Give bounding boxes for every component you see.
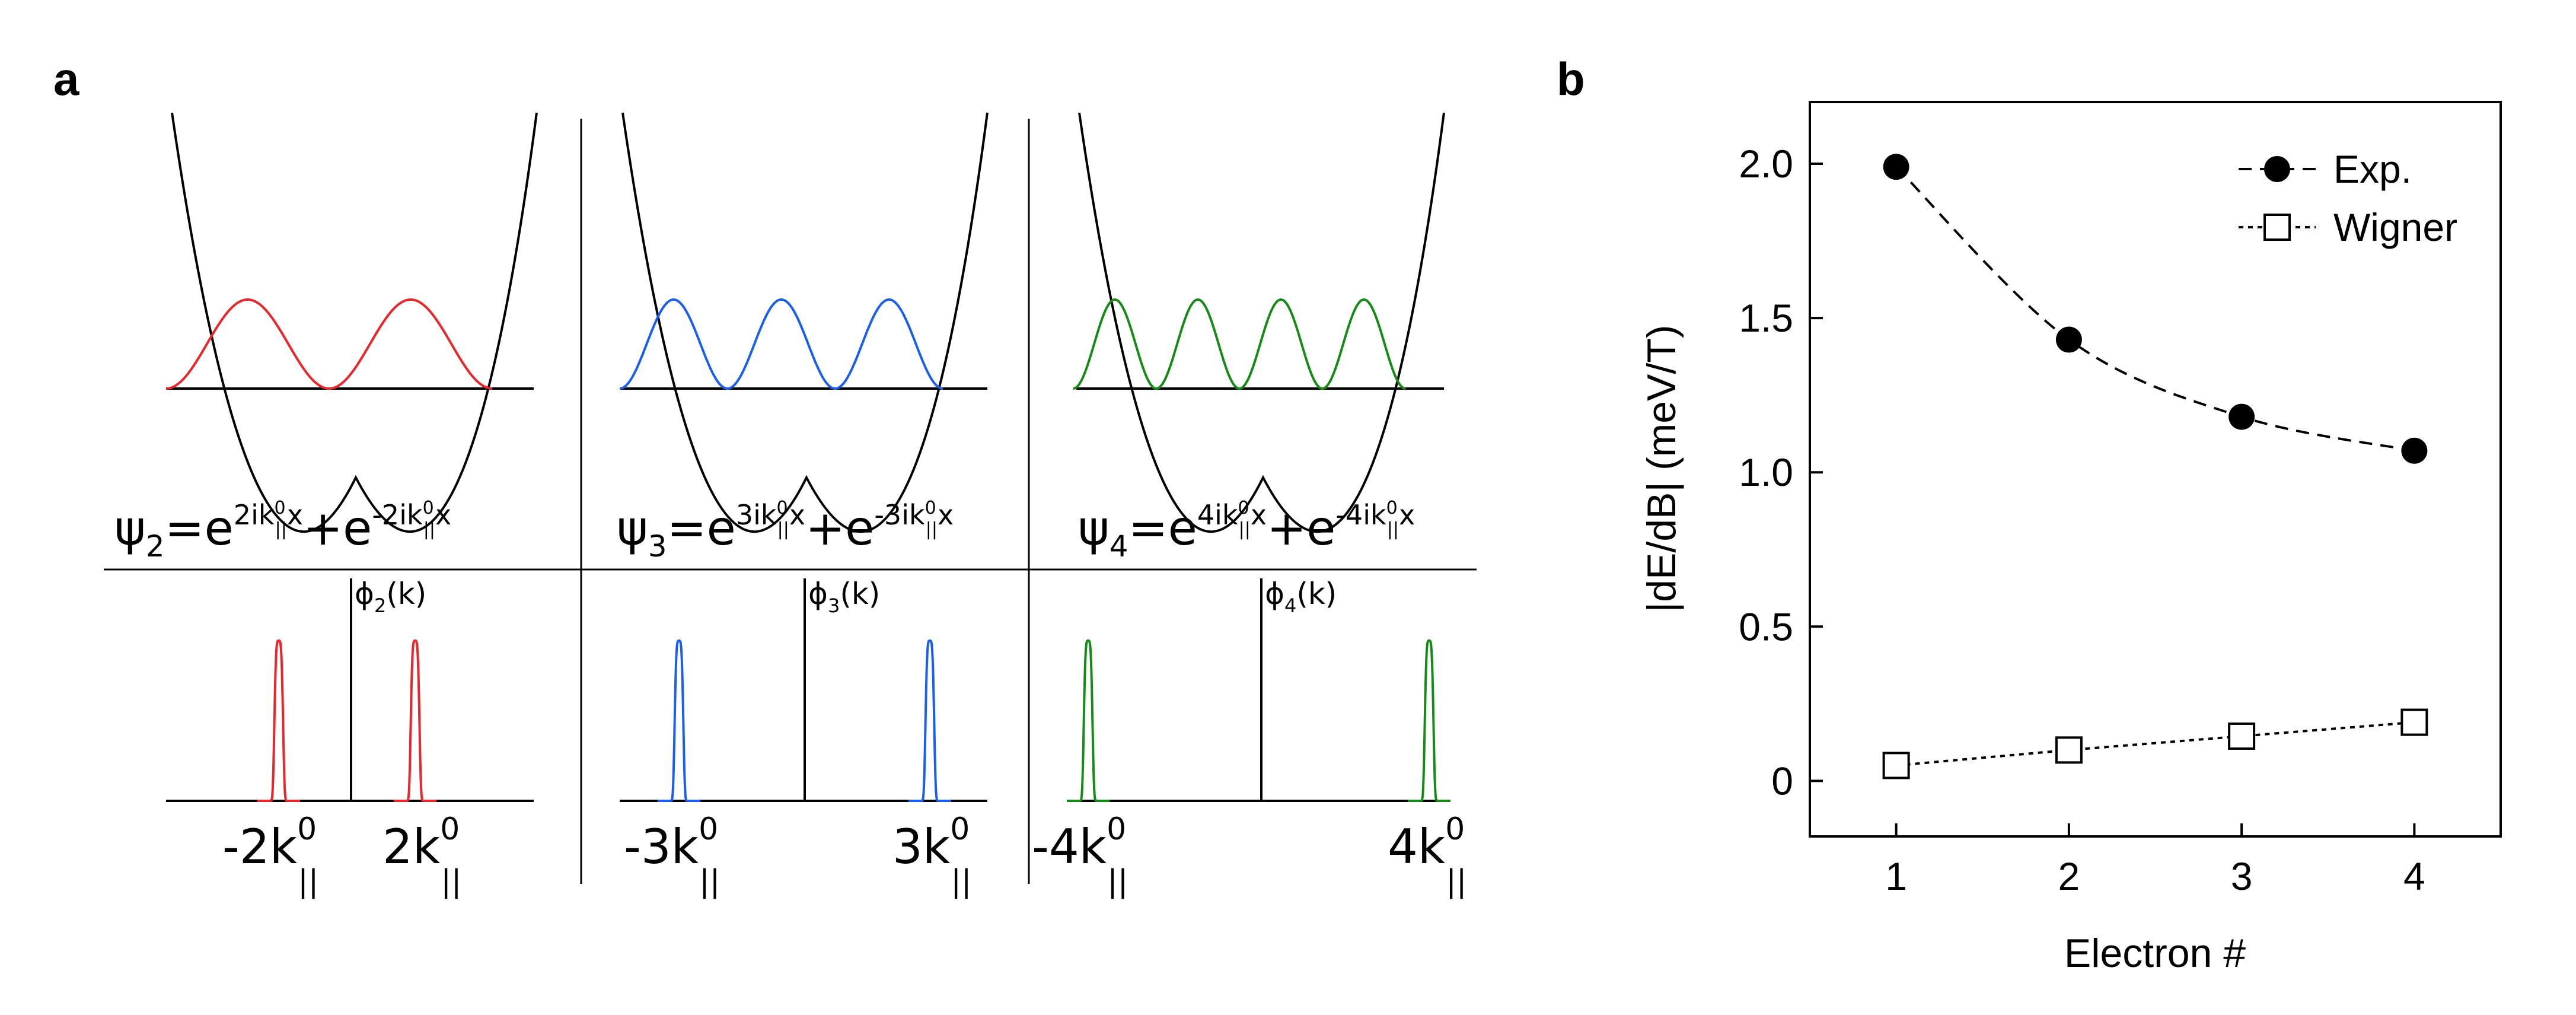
potential-well-3 <box>621 112 989 533</box>
data-point-wigner-3 <box>2228 722 2256 750</box>
panel-a-column-4: ψ4=e4ik0 ||x+e-4ik0 ||x ϕ4(k) -4k0 || 4k0 || <box>1032 112 1466 899</box>
series-markers <box>1882 154 2428 779</box>
data-point-exp-4 <box>2401 437 2428 464</box>
momentum-distribution-2 <box>257 639 436 802</box>
panel-a: a ψ2=e2ik0 ||x+e-2ik0 ||x ϕ2(k) -2k0 || 2k0… <box>53 53 1477 899</box>
y-tick-label: 0 <box>1771 759 1793 803</box>
panel-b: b 0 0.5 1.0 1.5 2.0 1 2 3 4 |dE/dB| (meV/T) Ele… <box>1557 53 2502 976</box>
psi-equation-2: ψ2=e2ik0 ||x+e-2ik0 ||x <box>114 498 451 564</box>
psi-equation-4: ψ4=e4ik0 ||x+e-4ik0 ||x <box>1078 498 1415 564</box>
k-right-label-2: 2k0 || <box>382 812 461 899</box>
plot-frame <box>1809 101 2502 838</box>
series-line-wigner <box>1896 721 2415 767</box>
x-tick-label: 2 <box>2058 854 2080 898</box>
phi-label-4: ϕ4(k) <box>1265 577 1337 617</box>
legend-wigner-label: Wigner <box>2333 205 2457 249</box>
x-tick-label: 4 <box>2403 854 2425 898</box>
y-tick-label: 0.5 <box>1739 604 1793 648</box>
wavefunction-4 <box>1073 298 1406 390</box>
k-right-label-3: 3k0 || <box>892 812 971 899</box>
momentum-distribution-4 <box>1067 639 1450 802</box>
k-left-label-4: -4k0 || <box>1032 812 1128 899</box>
panel-a-column-3: ψ3=e3ik0 ||x+e-3ik0 ||x ϕ3(k) -3k0 || 3k0 || <box>617 112 989 899</box>
panel-b-label: b <box>1557 53 1585 105</box>
wavefunction-2 <box>166 298 492 390</box>
phi-label-3: ϕ3(k) <box>808 577 880 617</box>
legend-exp-label: Exp. <box>2333 147 2412 191</box>
x-tick-label: 1 <box>1885 854 1907 898</box>
x-axis-label: Electron # <box>2064 931 2246 976</box>
y-axis-label: |dE/dB| (meV/T) <box>1639 325 1684 613</box>
x-tick-label: 3 <box>2231 854 2253 898</box>
psi-equation-3: ψ3=e3ik0 ||x+e-3ik0 ||x <box>617 498 954 564</box>
y-axis-ticks: 0 0.5 1.0 1.5 2.0 <box>1739 142 1823 803</box>
data-point-exp-2 <box>2055 326 2082 353</box>
panel-a-column-2: ψ2=e2ik0 ||x+e-2ik0 ||x ϕ2(k) -2k0 || 2k0 || <box>114 112 538 899</box>
data-point-exp-3 <box>2229 403 2255 430</box>
momentum-distribution-3 <box>658 639 951 802</box>
data-point-wigner-4 <box>2400 708 2428 736</box>
potential-well-2 <box>171 112 538 533</box>
k-left-label-2: -2k0 || <box>222 812 318 899</box>
k-right-label-4: 4k0 || <box>1388 812 1466 899</box>
phi-label-2: ϕ2(k) <box>355 577 426 617</box>
y-tick-label: 2.0 <box>1739 142 1793 186</box>
legend: Exp. Wigner <box>2239 147 2457 249</box>
panel-a-label: a <box>53 53 79 105</box>
series-lines <box>1895 166 2415 767</box>
y-tick-label: 1.5 <box>1739 296 1793 340</box>
k-left-label-3: -3k0 || <box>624 812 720 899</box>
legend-wigner-marker <box>2263 214 2291 241</box>
x-axis-ticks: 1 2 3 4 <box>1885 823 2425 898</box>
wavefunction-3 <box>620 298 943 390</box>
potential-well-4 <box>1078 112 1445 533</box>
series-line-exp <box>1895 166 2415 452</box>
data-point-wigner-2 <box>2055 736 2083 764</box>
y-tick-label: 1.0 <box>1739 450 1793 494</box>
data-point-wigner-1 <box>1882 752 1910 779</box>
data-point-exp-1 <box>1883 154 1909 180</box>
legend-exp-marker <box>2264 156 2290 182</box>
